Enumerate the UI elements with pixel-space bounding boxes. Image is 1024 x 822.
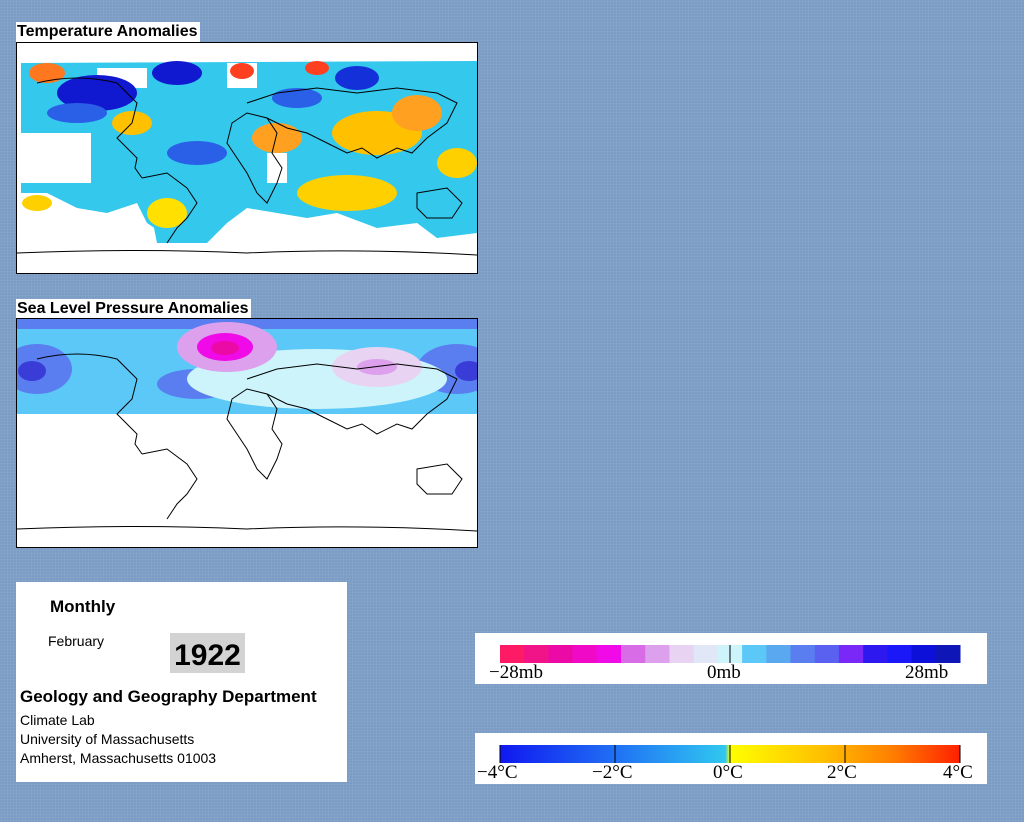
temperature-legend: −4°C −2°C 0°C 2°C 4°C — [475, 733, 987, 784]
temperature-legend-label-neg4: −4°C — [477, 762, 518, 783]
pressure-legend-graphic: −28mb 0mb 28mb — [489, 645, 961, 683]
pressure-legend-swatch — [524, 645, 549, 663]
pressure-legend-swatch — [814, 645, 840, 663]
period-label: Monthly — [50, 597, 116, 616]
pressure-legend-swatch — [863, 645, 888, 663]
pressure-legend-swatch — [669, 645, 695, 663]
pressure-legend-swatch — [572, 645, 598, 663]
pressure-legend-swatch — [887, 645, 913, 663]
lab-name: Climate Lab — [20, 712, 95, 728]
pressure-legend: −28mb 0mb 28mb — [475, 633, 987, 684]
temperature-legend-graphic: −4°C −2°C 0°C 2°C 4°C — [477, 745, 973, 783]
pressure-map-graphic — [17, 319, 477, 547]
pressure-legend-swatch — [790, 645, 816, 663]
pressure-anomaly-map — [16, 318, 478, 548]
pressure-legend-swatch — [621, 645, 646, 663]
temperature-legend-label-2: 2°C — [827, 762, 857, 783]
pressure-legend-swatch — [548, 645, 574, 663]
pressure-legend-swatch — [838, 645, 864, 663]
pressure-legend-swatch — [645, 645, 670, 663]
info-panel: Monthly February 1922 Geology and Geogra… — [16, 582, 347, 782]
temperature-anomaly-map — [16, 42, 478, 274]
pressure-legend-label-min: −28mb — [489, 662, 543, 683]
pressure-legend-label-mid: 0mb — [707, 662, 741, 683]
department-name: Geology and Geography Department — [20, 687, 317, 706]
pressure-legend-swatch — [742, 645, 767, 663]
temperature-legend-label-neg2: −2°C — [592, 762, 633, 783]
temperature-map-title: Temperature Anomalies — [16, 22, 200, 42]
temperature-legend-label-4: 4°C — [943, 762, 973, 783]
pressure-legend-swatch — [693, 645, 719, 663]
pressure-legend-swatch — [766, 645, 792, 663]
year-display: 1922 — [170, 633, 245, 673]
university-name: University of Massachusetts — [20, 731, 195, 747]
pressure-map-title: Sea Level Pressure Anomalies — [16, 299, 251, 319]
temperature-legend-label-0: 0°C — [713, 762, 743, 783]
pressure-legend-label-max: 28mb — [905, 662, 948, 683]
address: Amherst, Massachusetts 01003 — [20, 750, 217, 766]
pressure-legend-swatch — [500, 645, 525, 663]
pressure-legend-swatch — [596, 645, 622, 663]
pressure-legend-swatch — [935, 645, 961, 663]
pressure-legend-swatch — [911, 645, 937, 663]
month-label: February — [48, 633, 105, 649]
temperature-map-graphic — [17, 43, 477, 273]
